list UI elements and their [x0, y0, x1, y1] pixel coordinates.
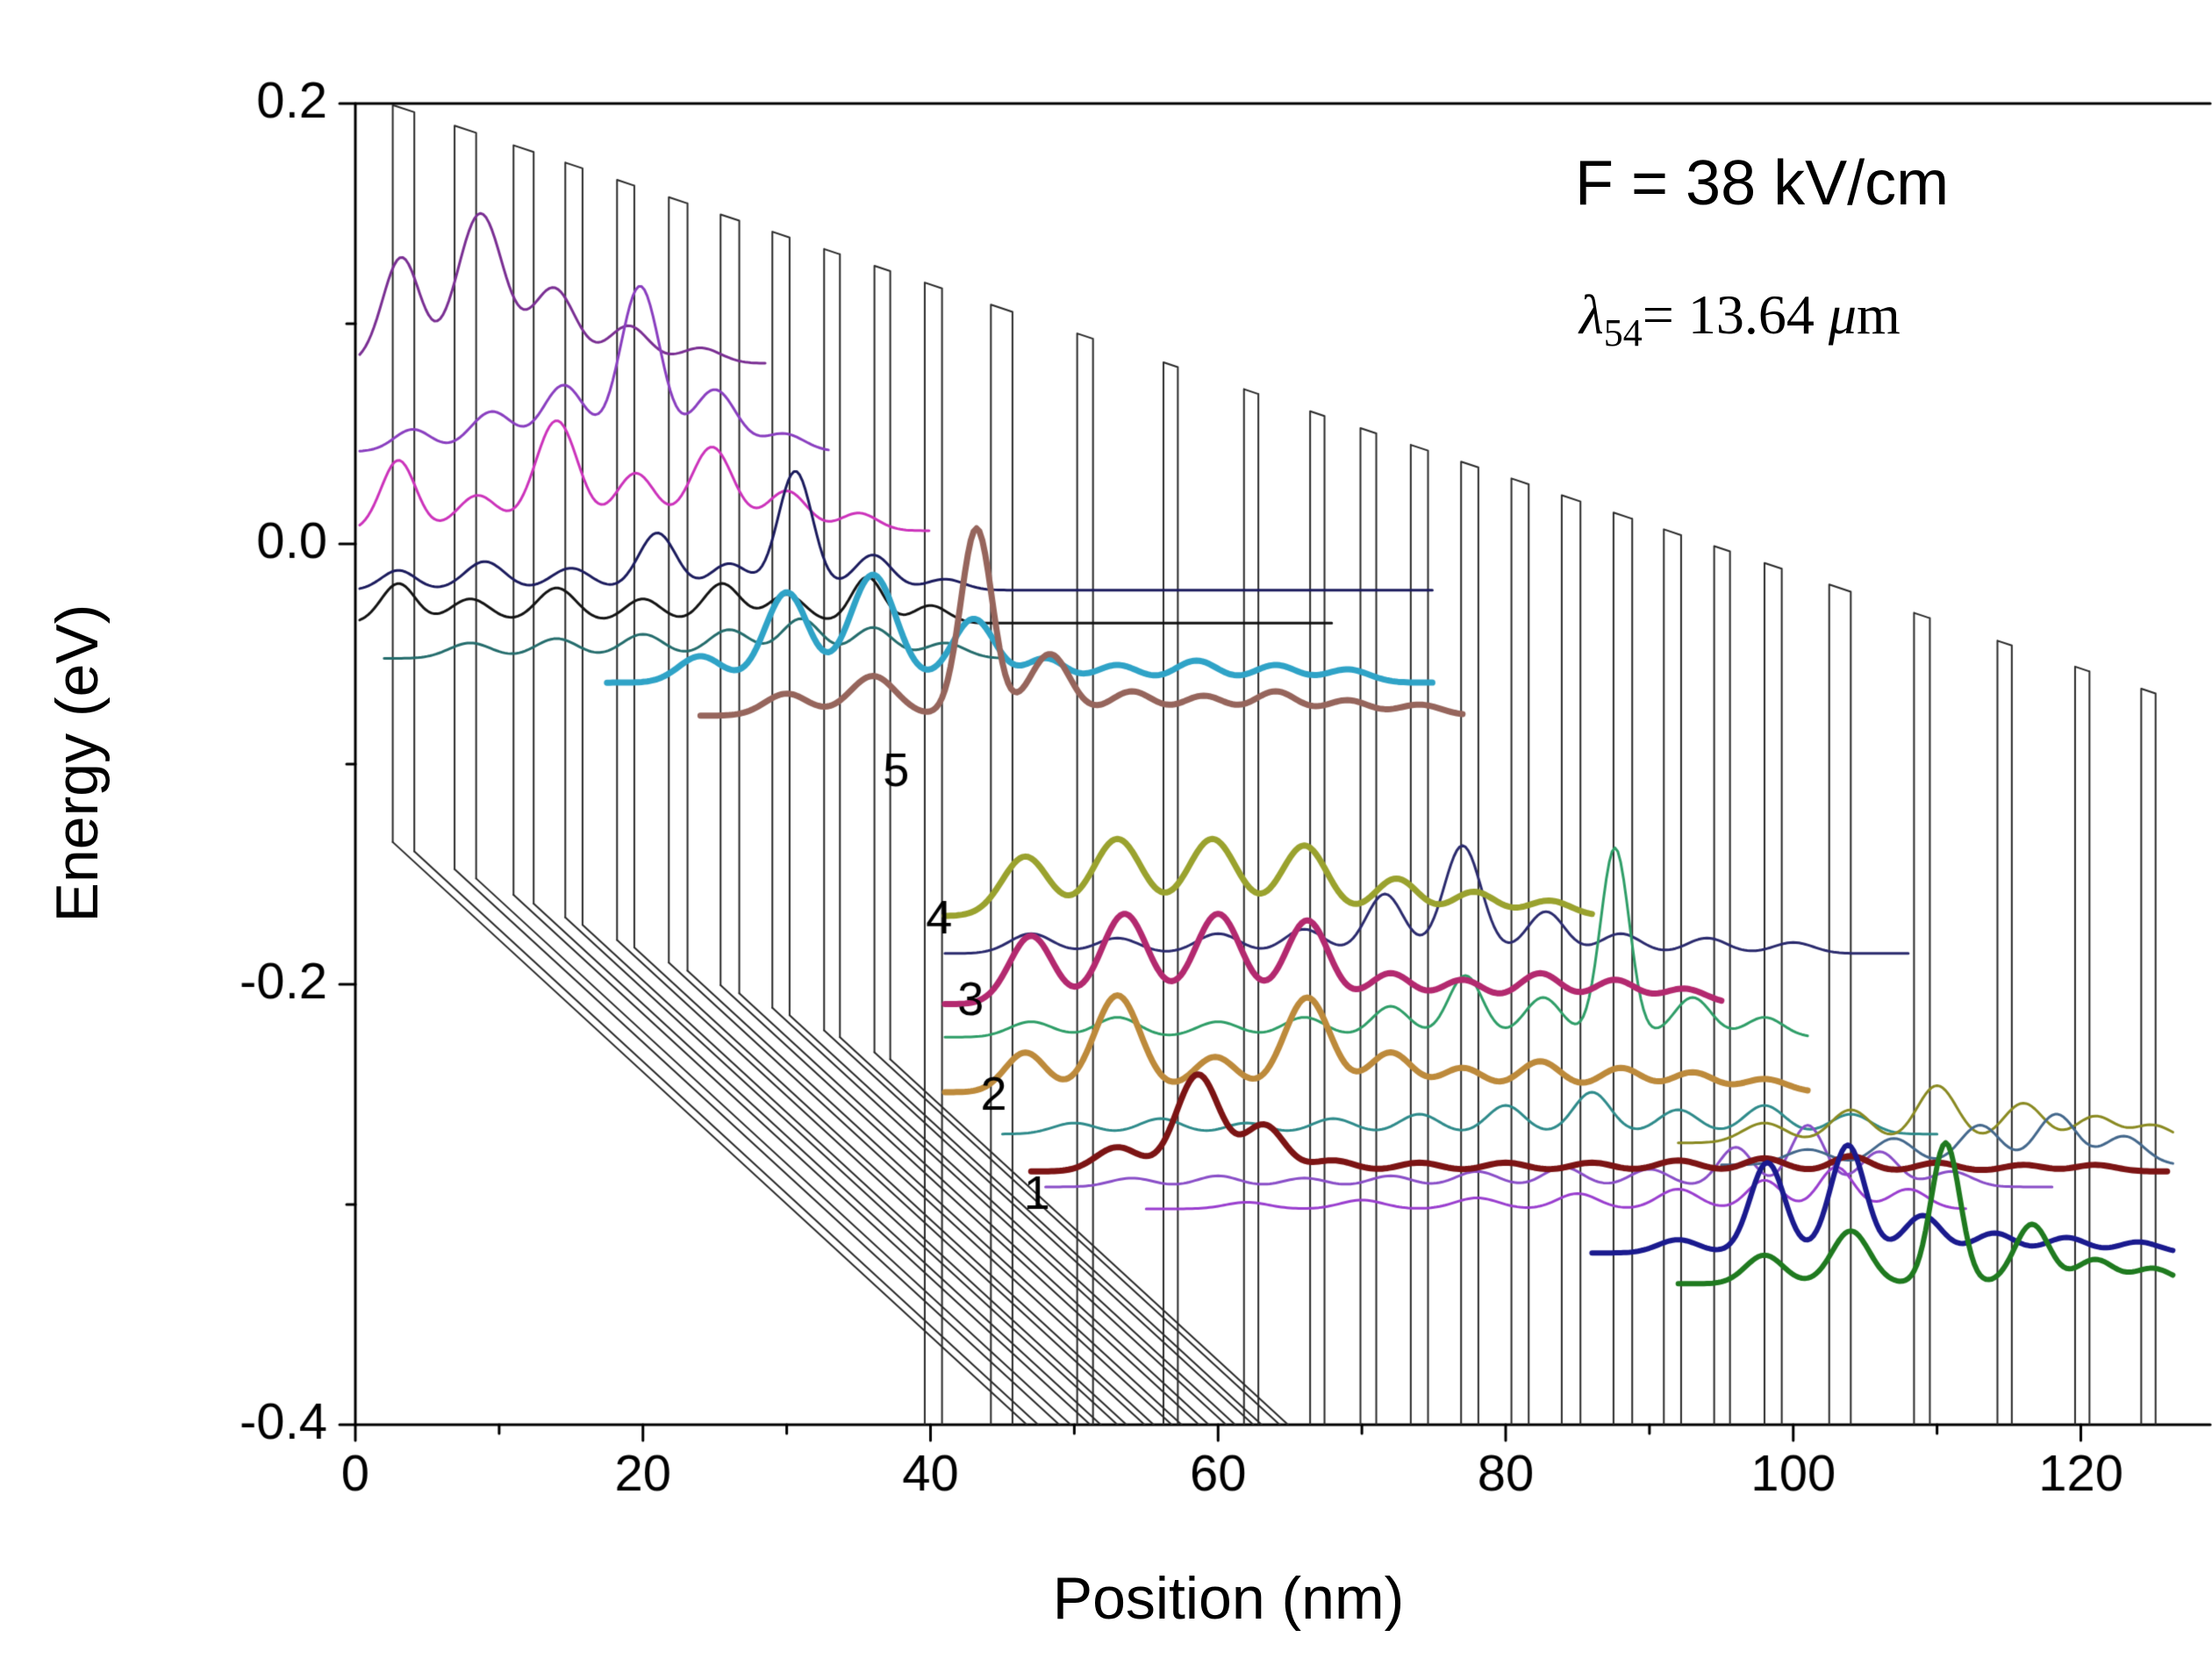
meter-unit: m	[1856, 283, 1901, 346]
y-axis-label: Energy (eV)	[44, 604, 111, 923]
lambda-symbol: λ	[1579, 283, 1604, 346]
wavelength-annotation: λ54= 13.64 μm	[1579, 282, 1901, 355]
mu-symbol: μ	[1828, 283, 1857, 346]
lambda-value: = 13.64	[1642, 283, 1829, 346]
x-axis-label: Position (nm)	[1052, 1565, 1405, 1632]
electric-field-annotation: F = 38 kV/cm	[1575, 147, 1949, 219]
lambda-subscript: 54	[1603, 311, 1643, 354]
field-value-text: F = 38 kV/cm	[1575, 148, 1950, 218]
